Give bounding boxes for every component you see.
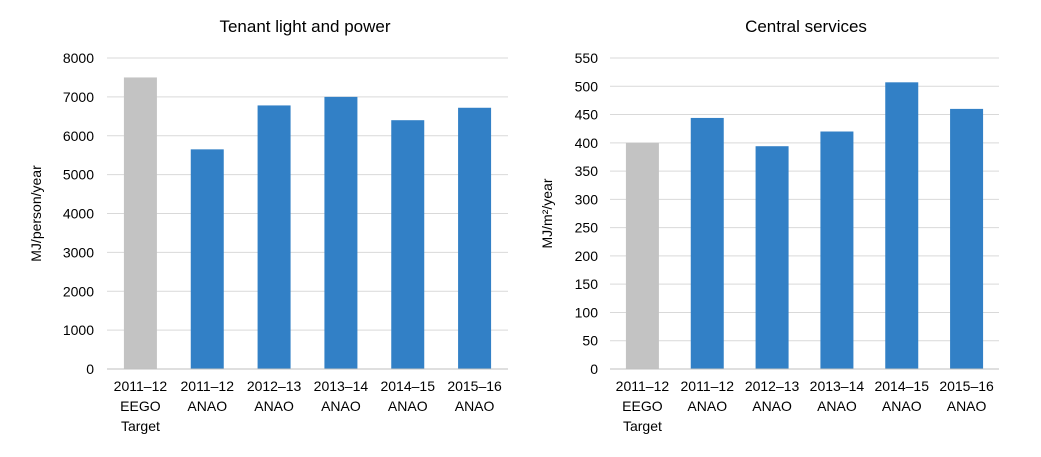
y-tick-label: 2000 xyxy=(63,283,94,299)
x-tick-label: 2014–15 xyxy=(874,378,929,394)
y-tick-label: 0 xyxy=(590,361,598,377)
x-tick-label: 2011–12 xyxy=(616,378,670,394)
bar xyxy=(324,96,358,369)
x-tick-label: ANAO xyxy=(455,398,495,414)
y-tick-label: 450 xyxy=(575,107,599,123)
y-tick-label: 250 xyxy=(575,220,599,236)
chart-title: Tenant light and power xyxy=(219,17,390,36)
y-tick-label: 4000 xyxy=(63,206,94,222)
x-tick-label: 2013–14 xyxy=(314,378,369,394)
x-tick-label: ANAO xyxy=(321,398,361,414)
y-tick-label: 1000 xyxy=(63,322,94,338)
x-tick-label: 2013–14 xyxy=(810,378,865,394)
tenant-light-power-chart: Tenant light and power MJ/person/year 0 100… xyxy=(28,17,508,434)
bar xyxy=(625,142,659,369)
y-tick-label: 5000 xyxy=(63,167,94,183)
y-tick-label: 3000 xyxy=(63,244,94,260)
x-tick-label: ANAO xyxy=(752,398,792,414)
x-tick-label: 2011–12 xyxy=(114,378,168,394)
bar xyxy=(820,131,854,369)
x-tick-label: ANAO xyxy=(947,398,987,414)
chart-title: Central services xyxy=(745,17,867,36)
y-tick-label: 6000 xyxy=(63,128,94,144)
y-tick-label: 0 xyxy=(86,361,94,377)
y-tick-label: 7000 xyxy=(63,89,94,105)
x-tick-label: ANAO xyxy=(687,398,727,414)
bar xyxy=(190,149,224,369)
y-tick-label: 100 xyxy=(575,304,599,320)
bar xyxy=(950,108,984,370)
central-services-chart: Central services MJ/m²/year 0 50 100 150 200 25… xyxy=(539,17,999,434)
x-tick-label: 2015–16 xyxy=(939,378,994,394)
x-tick-label: 2014–15 xyxy=(380,378,435,394)
x-tick-label: ANAO xyxy=(254,398,294,414)
bar xyxy=(391,120,425,369)
bar xyxy=(690,117,724,370)
x-tick-label: 2011–12 xyxy=(681,378,735,394)
y-tick-label: 350 xyxy=(575,163,599,179)
x-tick-label: 2011–12 xyxy=(181,378,235,394)
bar xyxy=(755,146,789,369)
x-tick-label: EEGO xyxy=(622,398,663,414)
x-tick-label: ANAO xyxy=(882,398,922,414)
y-tick-label: 500 xyxy=(575,78,599,94)
y-tick-label: 150 xyxy=(575,276,599,292)
bar xyxy=(458,107,492,369)
y-tick-label: 8000 xyxy=(63,50,94,66)
y-tick-label: 200 xyxy=(575,248,599,264)
y-axis-label: MJ/m²/year xyxy=(539,178,555,248)
bar xyxy=(257,105,291,370)
x-tick-label: EEGO xyxy=(120,398,161,414)
bar xyxy=(123,77,157,369)
x-tick-label: 2012–13 xyxy=(745,378,800,394)
y-tick-label: 400 xyxy=(575,135,599,151)
y-tick-label: 300 xyxy=(575,191,599,207)
x-tick-label: ANAO xyxy=(187,398,227,414)
x-tick-label: 2012–13 xyxy=(247,378,302,394)
bar xyxy=(885,82,919,369)
x-tick-label: Target xyxy=(121,418,160,434)
x-tick-label: Target xyxy=(623,418,662,434)
y-tick-label: 50 xyxy=(582,333,598,349)
x-tick-label: 2015–16 xyxy=(447,378,502,394)
x-tick-label: ANAO xyxy=(817,398,857,414)
y-tick-label: 550 xyxy=(575,50,599,66)
y-axis-label: MJ/person/year xyxy=(28,165,44,262)
x-tick-label: ANAO xyxy=(388,398,428,414)
